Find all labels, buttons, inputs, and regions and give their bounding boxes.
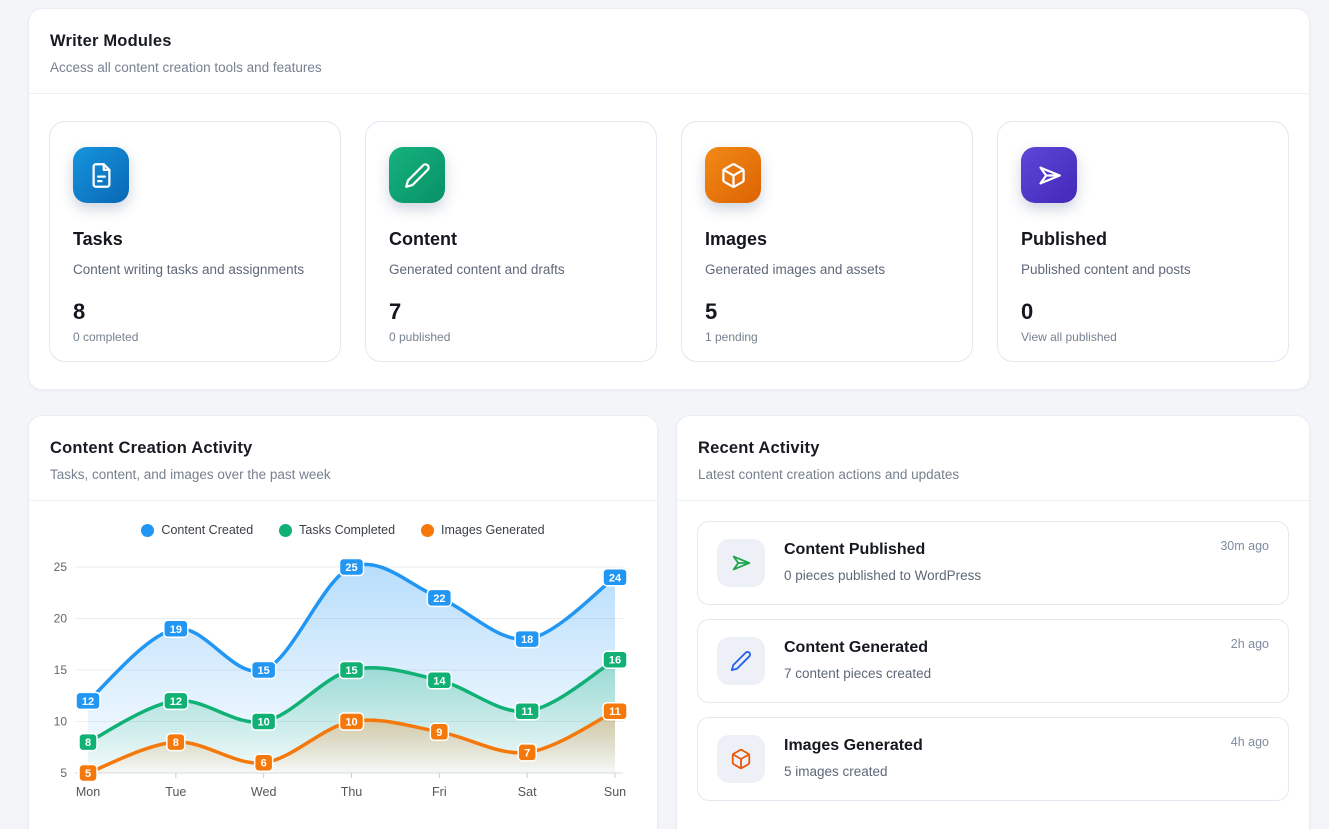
module-cards: Tasks Content writing tasks and assignme… (29, 94, 1309, 389)
module-count: 7 (389, 299, 402, 324)
activity-item-content-published[interactable]: Content Published 0 pieces published to … (697, 521, 1289, 605)
module-description: Generated images and assets (705, 262, 886, 277)
cube-icon (717, 735, 765, 783)
activity-timestamp: 2h ago (1230, 637, 1269, 651)
pencil-icon (389, 147, 445, 203)
svg-text:5: 5 (85, 768, 91, 780)
svg-text:10: 10 (258, 717, 270, 729)
svg-text:9: 9 (436, 727, 442, 739)
svg-text:Sat: Sat (518, 785, 537, 799)
activity-description: 7 content pieces created (784, 666, 932, 681)
legend-dot-blue (141, 523, 155, 537)
activity-timestamp: 30m ago (1220, 539, 1269, 553)
svg-text:25: 25 (345, 562, 357, 574)
page-subtitle: Access all content creation tools and fe… (50, 60, 322, 75)
legend-label: Content Created (161, 523, 254, 537)
svg-text:16: 16 (609, 655, 621, 667)
chart-header: Content Creation Activity Tasks, content… (29, 416, 657, 501)
legend-item-tasks-completed[interactable]: Tasks Completed (279, 523, 395, 537)
module-card-images[interactable]: Images Generated images and assets 5 1 p… (681, 121, 973, 362)
activity-timestamp: 4h ago (1230, 735, 1269, 749)
svg-text:14: 14 (433, 675, 446, 687)
send-icon (717, 539, 765, 587)
svg-text:15: 15 (345, 665, 357, 677)
svg-text:24: 24 (609, 572, 622, 584)
module-substat: 1 pending (705, 330, 758, 344)
activity-title: Content Published (784, 541, 926, 558)
svg-text:22: 22 (433, 593, 445, 605)
module-card-published[interactable]: Published Published content and posts 0 … (997, 121, 1289, 362)
module-count: 5 (705, 299, 718, 324)
pencil-icon (717, 637, 765, 685)
writer-modules-panel: Writer Modules Access all content creati… (28, 8, 1310, 390)
svg-text:15: 15 (258, 665, 270, 677)
chart-legend: Content Created Tasks Completed Images G… (29, 523, 657, 537)
svg-text:Thu: Thu (341, 785, 363, 799)
svg-text:11: 11 (521, 706, 533, 718)
activity-item-content-generated[interactable]: Content Generated 7 content pieces creat… (697, 619, 1289, 703)
svg-text:8: 8 (173, 737, 179, 749)
legend-dot-orange (421, 523, 435, 537)
svg-text:Sun: Sun (604, 785, 626, 799)
recent-subtitle: Latest content creation actions and upda… (698, 467, 960, 482)
svg-text:6: 6 (261, 758, 267, 770)
activity-description: 5 images created (784, 764, 888, 779)
activity-description: 0 pieces published to WordPress (784, 568, 982, 583)
recent-title: Recent Activity (698, 439, 820, 457)
svg-text:7: 7 (524, 747, 530, 759)
svg-text:11: 11 (609, 706, 621, 718)
svg-text:Mon: Mon (76, 785, 100, 799)
page-title: Writer Modules (50, 32, 172, 50)
module-substat: 0 published (389, 330, 451, 344)
activity-list: Content Published 0 pieces published to … (677, 501, 1309, 821)
module-title: Tasks (73, 229, 123, 249)
chart-subtitle: Tasks, content, and images over the past… (50, 467, 331, 482)
module-count: 8 (73, 299, 86, 324)
svg-text:20: 20 (54, 612, 68, 626)
module-substat: 0 completed (73, 330, 139, 344)
module-title: Content (389, 229, 457, 249)
cube-icon (705, 147, 761, 203)
module-title: Published (1021, 229, 1108, 249)
legend-item-content-created[interactable]: Content Created (141, 523, 253, 537)
recent-header: Recent Activity Latest content creation … (677, 416, 1309, 501)
svg-text:Wed: Wed (251, 785, 277, 799)
svg-text:Fri: Fri (432, 785, 447, 799)
writer-modules-header: Writer Modules Access all content creati… (29, 9, 1309, 94)
svg-text:19: 19 (170, 624, 182, 636)
svg-text:10: 10 (54, 715, 68, 729)
svg-text:15: 15 (54, 663, 68, 677)
legend-item-images-generated[interactable]: Images Generated (421, 523, 545, 537)
svg-text:Tue: Tue (165, 785, 186, 799)
svg-text:18: 18 (521, 634, 533, 646)
module-description: Content writing tasks and assignments (73, 262, 305, 277)
activity-title: Images Generated (784, 737, 923, 754)
module-card-tasks[interactable]: Tasks Content writing tasks and assignme… (49, 121, 341, 362)
legend-label: Tasks Completed (299, 523, 396, 537)
module-substat: View all published (1021, 330, 1117, 344)
module-description: Generated content and drafts (389, 262, 565, 277)
svg-text:5: 5 (60, 766, 67, 780)
activity-title: Content Generated (784, 639, 929, 656)
svg-text:12: 12 (82, 696, 94, 708)
activity-item-images-generated[interactable]: Images Generated 5 images created 4h ago (697, 717, 1289, 801)
svg-text:10: 10 (345, 717, 357, 729)
send-icon (1021, 147, 1077, 203)
legend-label: Images Generated (441, 523, 545, 537)
svg-text:25: 25 (54, 560, 68, 574)
module-count: 0 (1021, 299, 1034, 324)
svg-text:12: 12 (170, 696, 182, 708)
chart-title: Content Creation Activity (50, 439, 253, 457)
activity-chart-panel: Content Creation Activity Tasks, content… (28, 415, 658, 829)
module-title: Images (705, 229, 768, 249)
recent-activity-panel: Recent Activity Latest content creation … (676, 415, 1310, 829)
tasks-icon (73, 147, 129, 203)
legend-dot-green (279, 523, 293, 537)
module-description: Published content and posts (1021, 262, 1191, 277)
module-card-content[interactable]: Content Generated content and drafts 7 0… (365, 121, 657, 362)
svg-text:8: 8 (85, 737, 91, 749)
activity-line-chart: 5 10 15 20 25 Mon Tue Wed Thu Fri Sat Sun 12 19 15 25 22… (54, 557, 628, 799)
